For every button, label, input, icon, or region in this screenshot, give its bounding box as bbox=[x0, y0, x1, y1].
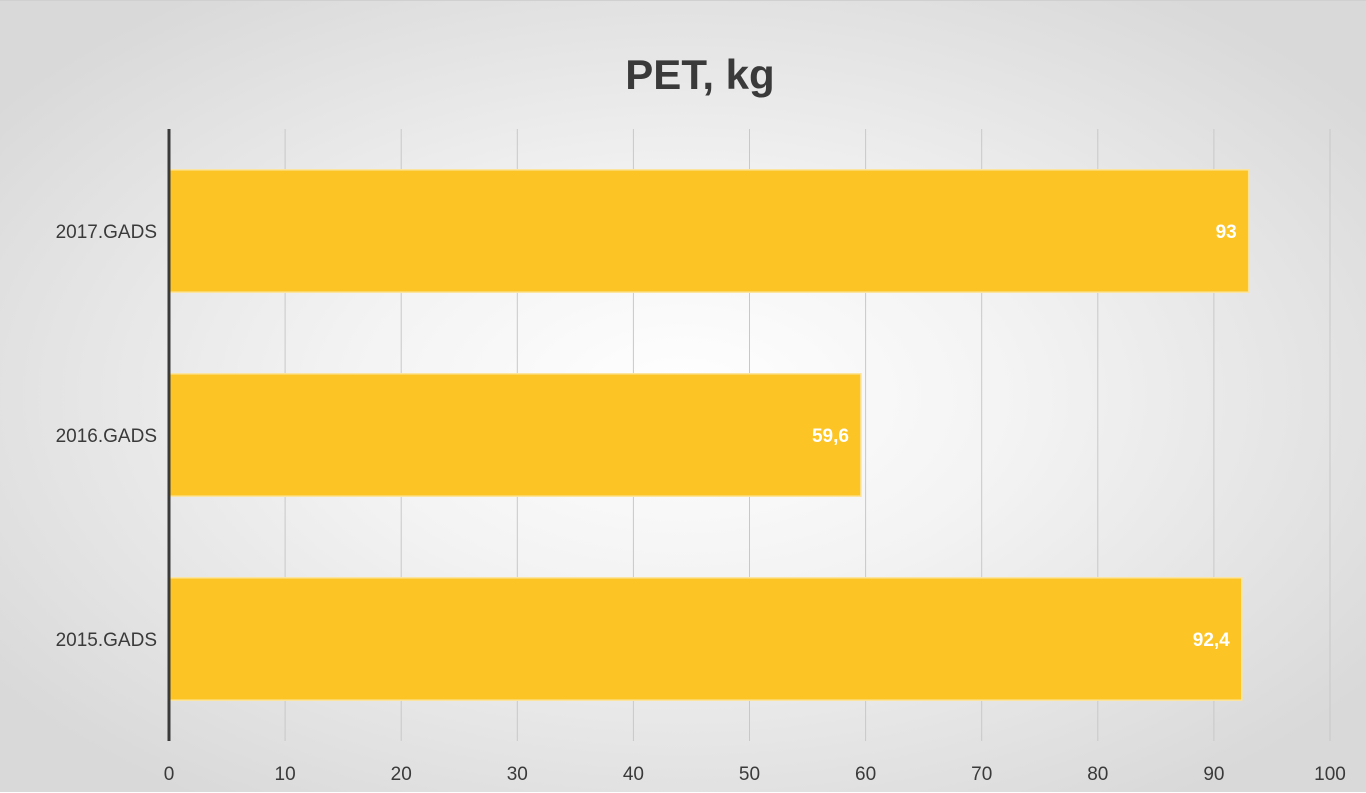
category-labels: 2017.GADS 2016.GADS 2015.GADS bbox=[56, 222, 157, 651]
data-label: 93 bbox=[1216, 222, 1237, 243]
category-label: 2016.GADS bbox=[56, 426, 157, 447]
x-tick-label: 20 bbox=[391, 764, 412, 785]
x-tick-label: 50 bbox=[739, 764, 760, 785]
category-label: 2017.GADS bbox=[56, 222, 157, 243]
x-tick-label: 80 bbox=[1087, 764, 1108, 785]
bar bbox=[168, 373, 862, 497]
bars bbox=[168, 169, 1250, 701]
x-tick-label: 0 bbox=[164, 764, 175, 785]
x-tick-label: 90 bbox=[1203, 764, 1224, 785]
chart-title: PET, kg bbox=[625, 51, 774, 98]
category-label: 2015.GADS bbox=[56, 630, 157, 651]
data-labels: 93 59,6 92,4 bbox=[812, 222, 1237, 651]
x-tick-label: 30 bbox=[507, 764, 528, 785]
bar bbox=[168, 577, 1243, 701]
x-tick-label: 60 bbox=[855, 764, 876, 785]
bar bbox=[168, 169, 1250, 293]
x-axis-ticks: 0 10 20 30 40 50 60 70 80 90 100 bbox=[164, 764, 1346, 785]
x-tick-label: 100 bbox=[1314, 764, 1346, 785]
x-tick-label: 40 bbox=[623, 764, 644, 785]
data-label: 92,4 bbox=[1193, 630, 1230, 651]
x-tick-label: 10 bbox=[275, 764, 296, 785]
data-label: 59,6 bbox=[812, 426, 849, 447]
x-tick-label: 70 bbox=[971, 764, 992, 785]
